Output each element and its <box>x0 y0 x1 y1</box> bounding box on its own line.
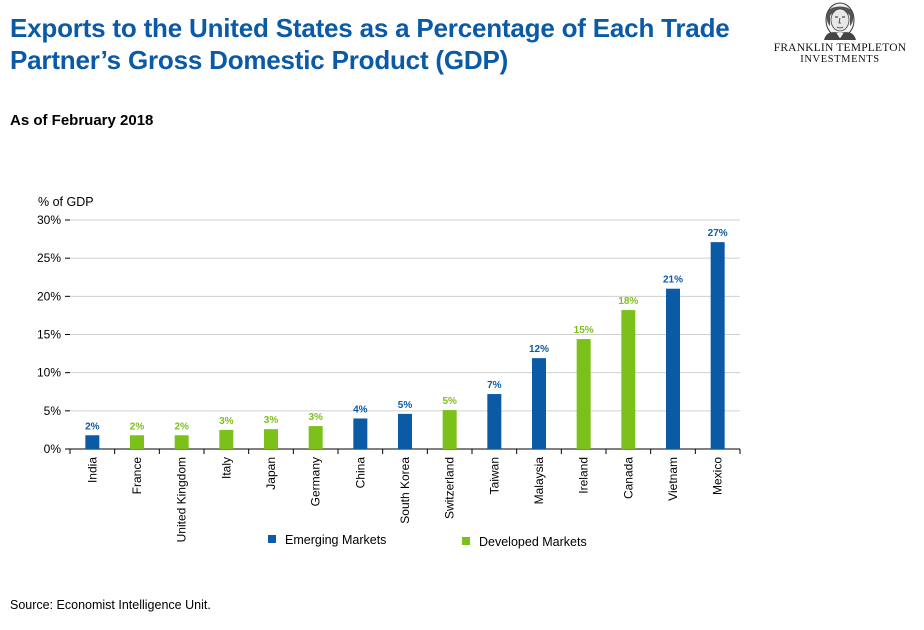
x-tick-label: United Kingdom <box>175 457 189 542</box>
bar-labels: 2% 2% 2% 3% 3% 3% 4% 5% 5% 7% 12% 15% 18% 21% 27% <box>85 228 728 432</box>
bar <box>710 242 725 449</box>
bar <box>442 410 457 449</box>
legend-swatch <box>268 535 276 543</box>
source-note: Source: Economist Intelligence Unit. <box>10 598 211 612</box>
bar-data-label: 27% <box>708 228 728 239</box>
bar-data-label: 15% <box>574 325 594 336</box>
bar-data-label: 3% <box>264 415 279 426</box>
x-tick-label: India <box>85 457 99 483</box>
chart-subtitle: As of February 2018 <box>10 112 154 129</box>
bar <box>264 429 278 449</box>
bar <box>398 413 412 449</box>
bar <box>353 418 368 449</box>
bar <box>130 435 144 449</box>
logo-line-2: INVESTMENTS <box>800 54 880 65</box>
bar-data-label: 3% <box>219 416 234 427</box>
bar-data-label: 3% <box>308 412 323 423</box>
x-tick-label: France <box>130 457 144 495</box>
bar <box>219 429 234 449</box>
x-tick-label: Italy <box>219 457 233 479</box>
x-tick-label: Malaysia <box>532 457 546 505</box>
bar <box>174 435 189 449</box>
x-tick-label: China <box>353 457 367 489</box>
bar <box>532 358 546 449</box>
y-tick-label: 0% <box>44 442 62 456</box>
bar-data-label: 2% <box>130 421 145 432</box>
legend-swatch <box>462 537 470 545</box>
x-tick-label: Mexico <box>711 457 725 495</box>
bar-data-label: 5% <box>442 396 457 407</box>
y-tick-label: 30% <box>37 213 61 227</box>
franklin-templeton-logo: FRANKLIN TEMPLETON INVESTMENTS <box>770 0 910 70</box>
bar-data-label: 12% <box>529 344 549 355</box>
x-tick-label: Switzerland <box>443 457 457 519</box>
bar <box>666 288 680 449</box>
x-tick-label: Japan <box>264 457 278 490</box>
bar-data-label: 21% <box>663 275 683 286</box>
bar-data-label: 4% <box>353 404 368 415</box>
bar-data-label: 18% <box>618 296 638 307</box>
legend-label: Emerging Markets <box>285 533 386 547</box>
bar-data-label: 7% <box>487 380 502 391</box>
legend: Emerging Markets Developed Markets <box>268 533 587 549</box>
y-axis-label: % of GDP <box>38 195 94 209</box>
x-tick-label: South Korea <box>398 457 412 524</box>
y-tick-label: 15% <box>37 328 61 342</box>
x-tick-label: Taiwan <box>487 457 501 494</box>
bar <box>576 339 591 449</box>
bars <box>85 242 725 449</box>
logo-line-1: FRANKLIN TEMPLETON <box>773 42 907 54</box>
x-tick-labels: India France United Kingdom Italy Japan Germa… <box>69 449 741 542</box>
chart-title: Exports to the United States as a Percen… <box>10 13 730 75</box>
x-tick-label: Germany <box>309 457 323 506</box>
y-tick-label: 10% <box>37 366 61 380</box>
y-tick-label: 5% <box>44 404 62 418</box>
x-tick-label: Vietnam <box>666 457 680 501</box>
franklin-portrait-icon <box>824 2 856 40</box>
bar <box>621 310 636 449</box>
legend-label: Developed Markets <box>479 535 587 549</box>
bar-data-label: 5% <box>398 400 413 411</box>
y-tick-label: 25% <box>37 251 61 265</box>
bar <box>308 426 323 449</box>
x-tick-label: Ireland <box>577 457 591 494</box>
bar <box>85 435 100 449</box>
bar-data-label: 2% <box>85 421 100 432</box>
bar-data-label: 2% <box>174 421 189 432</box>
y-ticks: 0% 5% 10% 15% 20% 25% 30% <box>37 213 70 456</box>
bar <box>487 394 502 449</box>
x-tick-label: Canada <box>621 457 635 499</box>
y-tick-label: 20% <box>37 289 61 303</box>
